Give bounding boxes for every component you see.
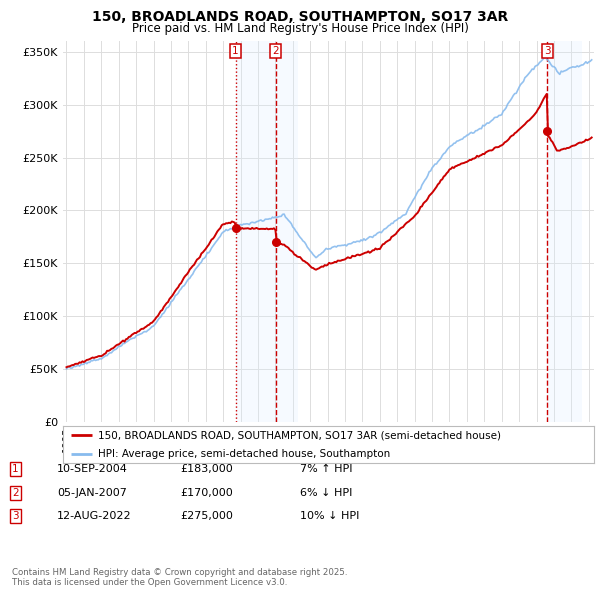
Text: 3: 3	[12, 512, 19, 521]
Text: 10% ↓ HPI: 10% ↓ HPI	[300, 512, 359, 521]
Bar	[236, 41, 275, 422]
Bar	[275, 41, 298, 422]
Text: 05-JAN-2007: 05-JAN-2007	[57, 488, 127, 497]
Text: 150, BROADLANDS ROAD, SOUTHAMPTON, SO17 3AR: 150, BROADLANDS ROAD, SOUTHAMPTON, SO17 …	[92, 10, 508, 24]
Text: 1: 1	[232, 46, 239, 56]
Text: 6% ↓ HPI: 6% ↓ HPI	[300, 488, 352, 497]
Text: 1: 1	[12, 464, 19, 474]
Text: 2: 2	[12, 488, 19, 497]
Text: Contains HM Land Registry data © Crown copyright and database right 2025.
This d: Contains HM Land Registry data © Crown c…	[12, 568, 347, 587]
Text: 150, BROADLANDS ROAD, SOUTHAMPTON, SO17 3AR (semi-detached house): 150, BROADLANDS ROAD, SOUTHAMPTON, SO17 …	[98, 430, 500, 440]
Text: 10-SEP-2004: 10-SEP-2004	[57, 464, 128, 474]
Text: 3: 3	[544, 46, 551, 56]
Text: HPI: Average price, semi-detached house, Southampton: HPI: Average price, semi-detached house,…	[98, 449, 390, 459]
Text: 2: 2	[272, 46, 279, 56]
Text: £170,000: £170,000	[180, 488, 233, 497]
Text: £183,000: £183,000	[180, 464, 233, 474]
Bar	[547, 41, 582, 422]
Text: 12-AUG-2022: 12-AUG-2022	[57, 512, 131, 521]
Text: 7% ↑ HPI: 7% ↑ HPI	[300, 464, 353, 474]
Text: Price paid vs. HM Land Registry's House Price Index (HPI): Price paid vs. HM Land Registry's House …	[131, 22, 469, 35]
Text: £275,000: £275,000	[180, 512, 233, 521]
